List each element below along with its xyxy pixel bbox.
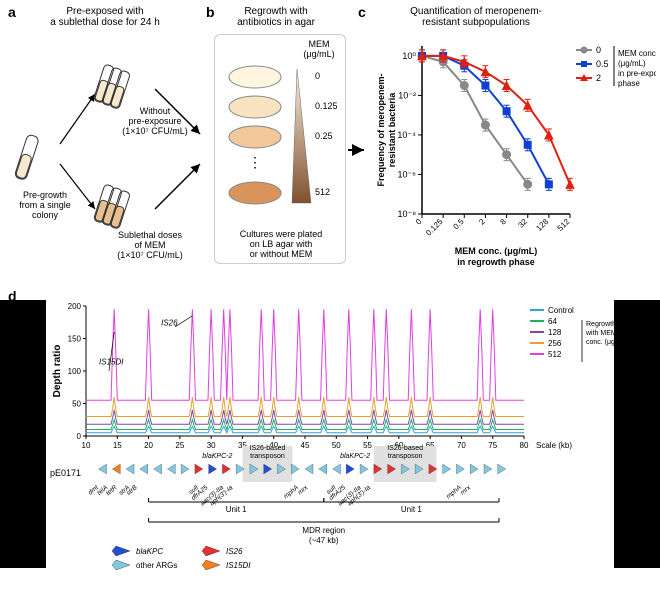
panel-b-label: b [206,4,215,20]
svg-text:200: 200 [68,302,82,311]
plate-ellipsis: ⋮ [248,154,262,170]
svg-text:IS26-based: IS26-based [250,445,286,452]
svg-text:70: 70 [457,441,466,450]
arrow-b-to-c [346,140,370,160]
svg-text:10⁻²: 10⁻² [398,90,416,100]
svg-text:IS26-based: IS26-based [387,445,423,452]
svg-text:30: 30 [207,441,216,450]
panel-b-title: Regrowth with antibiotics in agar [216,6,336,28]
svg-text:(μg/mL): (μg/mL) [618,59,646,68]
svg-text:80: 80 [520,441,529,450]
svg-text:IS15DI: IS15DI [99,358,124,367]
plate-label-2: 0.25 [315,131,333,141]
svg-text:phase: phase [618,79,640,88]
svg-text:other ARGs: other ARGs [136,561,177,570]
svg-text:Scale (kb): Scale (kb) [536,441,572,450]
svg-text:IS26: IS26 [226,547,243,556]
svg-text:8: 8 [498,217,508,227]
svg-text:MDR region: MDR region [302,526,345,535]
svg-text:64: 64 [548,317,557,326]
plate-3 [229,182,281,204]
svg-text:transposon: transposon [250,453,285,460]
svg-text:in pre-exposure: in pre-exposure [618,69,656,78]
panel-a-title: Pre-exposed with a sublethal dose for 24… [20,6,190,28]
svg-text:10⁰: 10⁰ [402,51,416,61]
svg-text:blaKPC-2: blaKPC-2 [340,453,370,460]
panel-d-left-strip [0,300,46,568]
panel-a-sublethal-label: Sublethal doses of MEM (1×10⁷ CFU/mL) [100,230,200,260]
svg-text:2: 2 [477,217,487,227]
svg-text:Unit 1: Unit 1 [401,505,422,514]
svg-text:blaKPC-2: blaKPC-2 [202,453,232,460]
figure-root: a b c d Pre-exposed with a sublethal dos… [0,0,660,606]
svg-text:512: 512 [548,350,562,359]
svg-text:with MEM: with MEM [585,330,614,337]
svg-text:100: 100 [68,367,82,376]
svg-text:25: 25 [175,441,184,450]
panel-a-label: a [8,4,16,20]
panel-b-box: MEM (μg/mL) ⋮ 0 0.125 0.25 512 Cultures … [214,34,346,264]
svg-text:45: 45 [301,441,310,450]
svg-text:10: 10 [82,441,91,450]
svg-text:Regrowth: Regrowth [586,321,614,328]
svg-text:conc. (μg/mL): conc. (μg/mL) [586,339,614,346]
svg-text:20: 20 [144,441,153,450]
panel-b-plates: ⋮ [215,63,347,253]
panel-a-without-label: Without pre-exposure (1×10⁷ CFU/mL) [110,106,200,136]
svg-text:15: 15 [113,441,122,450]
svg-text:IS15DI: IS15DI [226,561,251,570]
plate-label-3: 512 [315,187,330,197]
svg-text:50: 50 [72,400,81,409]
plate-2 [229,126,281,148]
svg-text:10⁻⁴: 10⁻⁴ [397,130,416,140]
svg-text:in regrowth phase: in regrowth phase [457,257,535,267]
plate-0 [229,66,281,88]
svg-text:75: 75 [488,441,497,450]
svg-text:Frequency of meropenem-: Frequency of meropenem- [376,73,386,186]
svg-text:150: 150 [68,335,82,344]
plate-label-1: 0.125 [315,101,338,111]
svg-text:MEM conc. (μg/mL): MEM conc. (μg/mL) [455,246,538,256]
panel-c-title: Quantification of meropenem- resistant s… [376,6,576,28]
svg-text:(~47 kb): (~47 kb) [309,536,339,545]
plate-label-0: 0 [315,71,320,81]
svg-text:128: 128 [548,328,562,337]
svg-text:128: 128 [534,217,550,233]
panel-a-pregrowth-label: Pre-growth from a single colony [10,190,80,220]
gradient-wedge [292,69,311,203]
plate-1 [229,96,281,118]
svg-text:transposon: transposon [388,453,423,460]
svg-text:Control: Control [548,306,574,315]
panel-c-chart: 10⁻⁸10⁻⁶10⁻⁴10⁻²10⁰00.1250.5283212851200… [370,36,656,276]
svg-text:0.5: 0.5 [451,217,466,232]
svg-text:256: 256 [548,339,562,348]
svg-text:blaKPC: blaKPC [136,547,163,556]
svg-text:0.5: 0.5 [596,59,609,69]
svg-text:0: 0 [77,432,82,441]
svg-text:Depth ratio: Depth ratio [52,345,63,398]
svg-text:55: 55 [363,441,372,450]
svg-text:0: 0 [596,45,601,55]
panel-b-caption: Cultures were plated on LB agar with or … [223,229,339,259]
svg-text:512: 512 [556,217,572,233]
svg-text:10⁻⁸: 10⁻⁸ [397,209,416,219]
svg-text:MEM conc.: MEM conc. [618,49,656,58]
svg-text:resistant bacteria: resistant bacteria [387,92,397,168]
svg-text:Unit 1: Unit 1 [226,505,247,514]
svg-text:32: 32 [516,217,529,230]
svg-text:10⁻⁶: 10⁻⁶ [398,169,417,179]
panel-b-mem-label: MEM (μg/mL) [299,39,339,59]
svg-text:50: 50 [332,441,341,450]
panel-d-chart: 0501001502001015202530354045505560657075… [46,300,614,604]
svg-text:pE0171: pE0171 [50,468,81,478]
panel-c-label: c [358,4,366,20]
panel-d-right-strip [614,300,660,568]
svg-text:0.125: 0.125 [424,217,445,238]
svg-text:2: 2 [596,73,601,83]
svg-text:0: 0 [414,217,424,227]
